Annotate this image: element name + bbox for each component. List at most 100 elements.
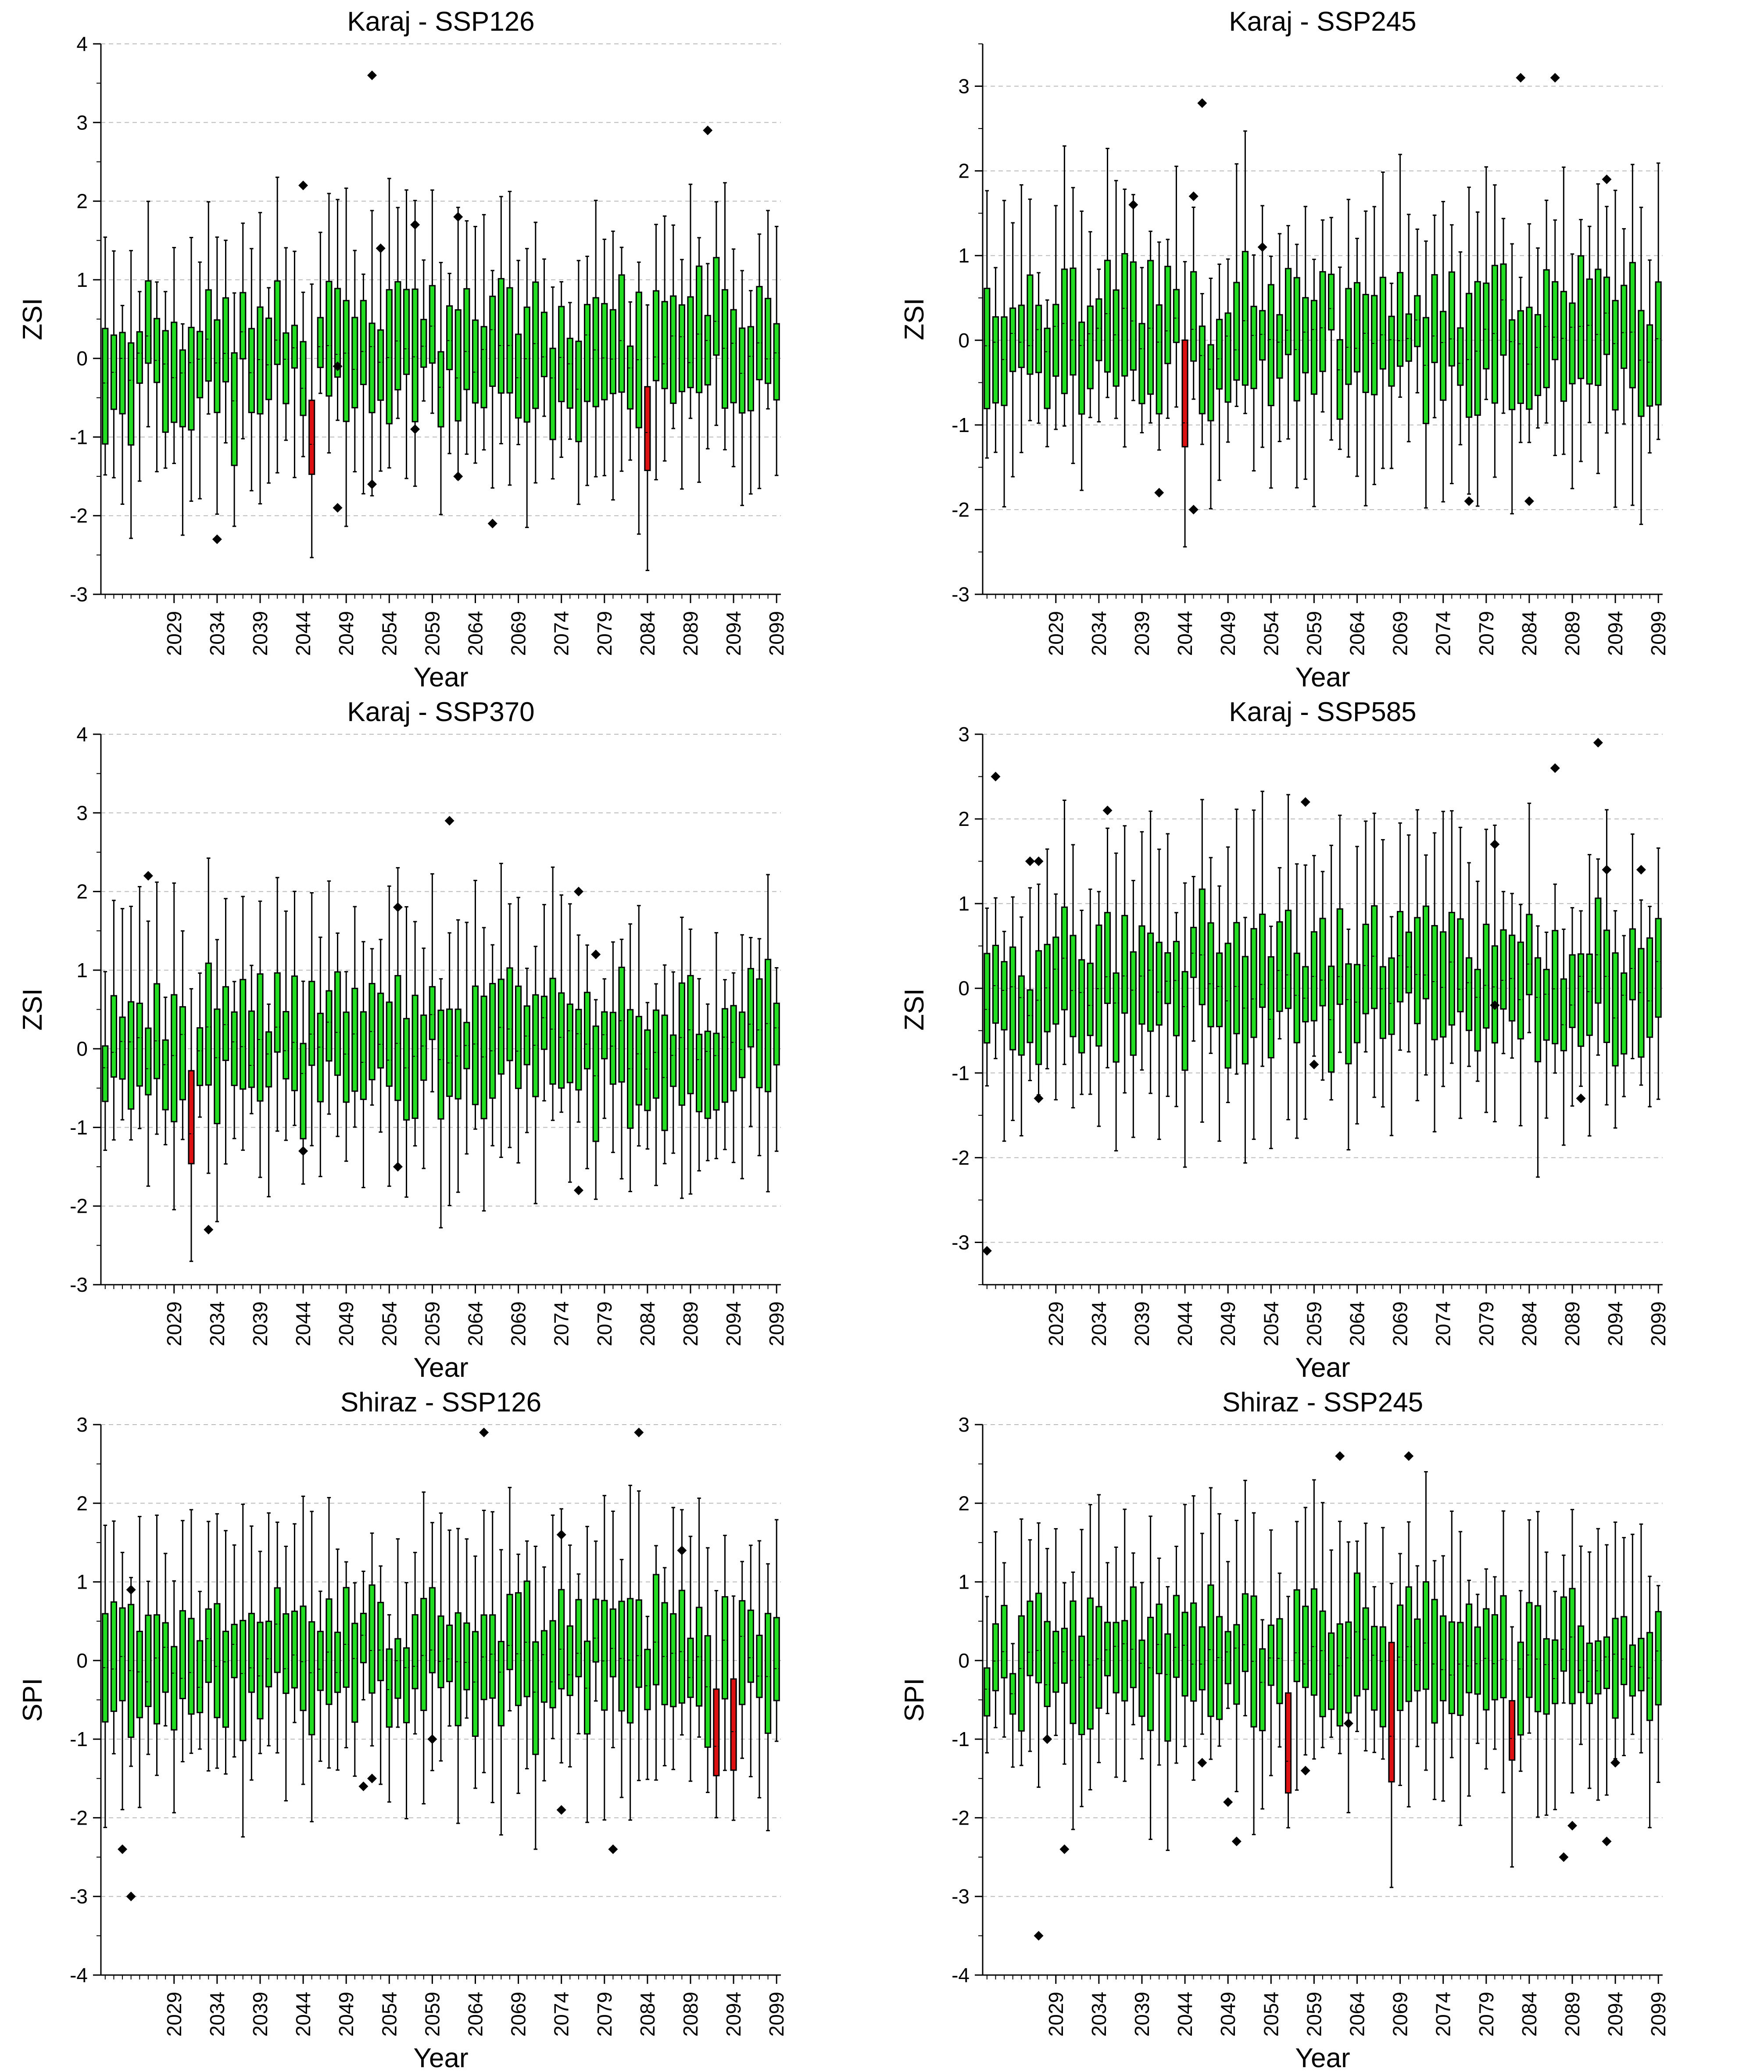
box	[1138, 925, 1145, 1025]
y-tick-label: 1	[958, 244, 970, 267]
x-tick-label: 2064	[1345, 1301, 1368, 1346]
box-2079	[601, 1495, 608, 1821]
box-2023	[119, 908, 126, 1121]
box	[420, 318, 427, 368]
y-axis-title: ZSI	[899, 298, 930, 340]
box-2080	[609, 941, 616, 1153]
outlier-point	[487, 518, 497, 529]
y-tick-label: 4	[76, 32, 88, 55]
box	[713, 257, 720, 356]
x-tick-label: 2044	[292, 611, 315, 656]
box-2094	[1612, 1521, 1619, 1760]
box-2023	[1001, 200, 1008, 507]
box-2055	[1276, 1572, 1283, 1748]
box-2058	[420, 1491, 427, 1805]
box-2056	[403, 189, 410, 479]
box	[1526, 1602, 1533, 1698]
chart-title: Shiraz - SSP126	[340, 1387, 541, 1418]
box-2067	[497, 1549, 505, 1836]
box-2025	[1018, 184, 1025, 454]
box	[145, 1027, 152, 1096]
box	[1001, 961, 1008, 1031]
box-2078	[592, 200, 599, 478]
box-2075	[1448, 1510, 1455, 1758]
box	[394, 281, 401, 391]
box-2088	[678, 916, 685, 1199]
box	[102, 328, 109, 445]
box-2087	[1552, 219, 1559, 456]
box-2084	[644, 1002, 651, 1150]
box	[403, 1018, 410, 1121]
box-2075	[566, 302, 573, 440]
box-2028	[1044, 848, 1051, 1070]
box-2065	[1362, 820, 1369, 1053]
x-tick-label: 2034	[206, 1992, 229, 2036]
outlier-point	[126, 1891, 136, 1901]
box	[992, 316, 999, 404]
box	[472, 1631, 479, 1737]
box	[1138, 323, 1145, 404]
box-2092	[1595, 183, 1602, 474]
x-tick-label: 2054	[378, 611, 401, 656]
box-2081	[618, 939, 625, 1180]
x-tick-label: 2089	[1561, 1301, 1584, 1346]
box-2080	[1491, 824, 1498, 1122]
box	[463, 288, 470, 390]
box	[1285, 910, 1292, 1009]
box	[1035, 950, 1042, 1065]
outlier-point	[1343, 1718, 1353, 1729]
box-2057	[1293, 1521, 1300, 1791]
box-2040	[265, 1512, 272, 1747]
y-tick-label: 2	[958, 807, 970, 830]
box	[704, 1030, 711, 1119]
x-tick-label: 2074	[550, 611, 573, 656]
box	[575, 1009, 582, 1091]
box-2063	[1345, 1541, 1352, 1814]
box	[317, 1012, 324, 1103]
box	[549, 978, 556, 1085]
x-tick-label: 2039	[249, 1301, 272, 1346]
outlier-point	[1602, 865, 1612, 875]
box-2051	[360, 941, 367, 1188]
chart-svg: Karaj - SSP585 -3 -2 -1 0 1 2 3 ZSI 2029 2034 2039 2…	[899, 697, 1670, 1383]
chart-panel-karaj-ssp370: Karaj - SSP370 -3 -2 -1 0 1 2 3 4 ZSI 2029 2034 2039…	[0, 690, 882, 1383]
box-2051	[1242, 1479, 1249, 1717]
outlier-point	[1231, 1836, 1242, 1847]
box-2031	[188, 237, 195, 502]
box	[1552, 281, 1559, 361]
y-axis-title: ZSI	[18, 988, 48, 1030]
box-2074	[1440, 811, 1447, 1087]
box	[1070, 268, 1077, 376]
box-2033	[1087, 231, 1094, 418]
x-axis-title: Year	[1295, 1353, 1350, 1383]
box	[1070, 1600, 1077, 1724]
outlier-point	[982, 1246, 992, 1256]
box-2033	[205, 1521, 212, 1772]
x-tick-label: 2039	[249, 611, 272, 656]
outlier-point	[1550, 763, 1560, 773]
box	[1500, 929, 1507, 1010]
box	[1526, 914, 1533, 996]
box	[386, 1648, 393, 1728]
box-2028	[1044, 1548, 1051, 1740]
box-2077	[583, 255, 591, 486]
box-2036	[1113, 1547, 1120, 1778]
outlier-point	[393, 902, 403, 912]
box	[403, 1647, 410, 1723]
box	[1474, 1626, 1481, 1695]
box-2061	[1328, 217, 1335, 441]
box-2049	[1224, 258, 1231, 443]
box-2032	[1078, 910, 1085, 1095]
box	[1027, 989, 1034, 1043]
box	[1199, 888, 1206, 1005]
box	[532, 1641, 539, 1755]
box-2056	[403, 1582, 410, 1819]
box	[1526, 307, 1533, 410]
box	[1405, 931, 1412, 993]
box	[1130, 261, 1137, 371]
x-tick-label: 2094	[722, 611, 745, 656]
box-2042	[1164, 239, 1171, 419]
x-tick-label: 2044	[292, 1301, 315, 1346]
box-2032	[197, 261, 204, 500]
box-2052	[369, 948, 376, 1106]
